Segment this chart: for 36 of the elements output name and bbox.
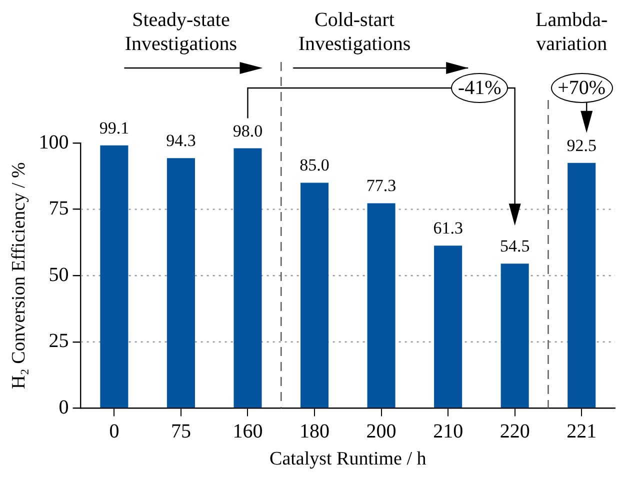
bar xyxy=(434,246,462,408)
y-tick-label: 75 xyxy=(48,198,69,220)
y-axis-title: H₂ Conversion Efficiency / % xyxy=(8,162,30,390)
bar xyxy=(500,264,529,408)
x-tick-label: 180 xyxy=(300,420,330,442)
data-label: 54.5 xyxy=(500,236,530,256)
x-axis-title: Catalyst Runtime / h xyxy=(270,448,427,470)
text: Steady-state Investigations xyxy=(124,8,238,56)
data-label: 61.3 xyxy=(433,218,463,238)
y-tick-label: 100 xyxy=(38,131,69,154)
bar xyxy=(166,158,195,408)
data-label: 92.5 xyxy=(566,136,596,155)
text: -41% xyxy=(450,73,508,103)
data-label: 98.0 xyxy=(232,121,263,140)
x-tick-label: 0 xyxy=(109,420,120,442)
data-label: 99.1 xyxy=(99,118,130,138)
y-tick-label: 25 xyxy=(48,330,69,352)
x-tick-label: 200 xyxy=(366,420,396,442)
text: Cold-start Investigations xyxy=(297,8,412,56)
bar xyxy=(234,148,262,408)
bar xyxy=(100,145,128,408)
y-tick-label: 50 xyxy=(48,264,69,286)
data-label: 77.3 xyxy=(366,176,396,196)
text: Lambda-variation xyxy=(534,8,609,56)
x-tick-label: 210 xyxy=(433,420,464,442)
data-label: 85.0 xyxy=(300,156,330,175)
data-label: 94.3 xyxy=(166,131,196,150)
x-tick-label: 75 xyxy=(170,420,191,442)
bar xyxy=(367,203,396,408)
x-tick-label: 160 xyxy=(232,420,263,442)
x-tick-label: 221 xyxy=(566,420,597,442)
text: +70% xyxy=(550,73,613,103)
bar xyxy=(568,162,596,408)
x-tick-label: 220 xyxy=(500,420,530,442)
y-tick-label: 0 xyxy=(58,396,69,418)
bar xyxy=(300,182,329,408)
